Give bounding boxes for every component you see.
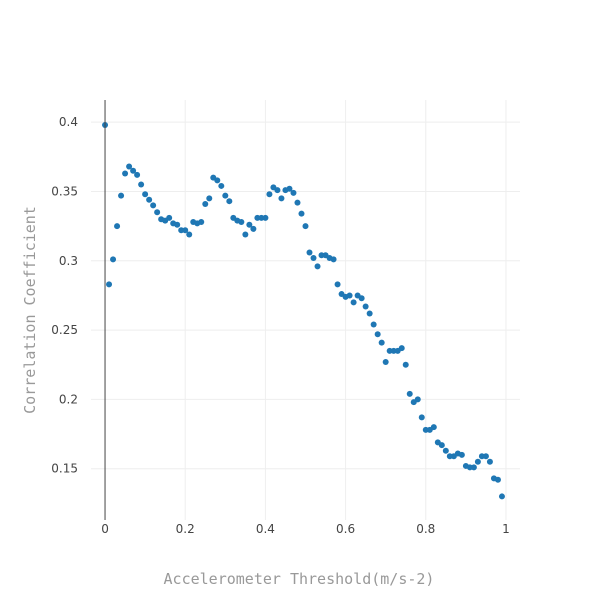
- data-point: [134, 171, 141, 178]
- data-points: [102, 121, 505, 500]
- data-point: [350, 299, 357, 306]
- data-point: [186, 231, 193, 238]
- data-point: [494, 476, 501, 483]
- y-tick-label: 0.4: [59, 115, 78, 129]
- y-tick-label: 0.35: [51, 184, 78, 198]
- data-point: [154, 209, 161, 216]
- data-point: [378, 339, 385, 346]
- data-point: [406, 390, 413, 397]
- data-point: [302, 223, 309, 230]
- data-point: [474, 458, 481, 465]
- data-point: [214, 177, 221, 184]
- data-point: [222, 192, 229, 199]
- x-tick-label: 0.4: [256, 522, 275, 536]
- data-point: [402, 361, 409, 368]
- data-point: [418, 414, 425, 421]
- y-axis-ticks: 0.15 0.2 0.25 0.3 0.35 0.4: [51, 115, 78, 476]
- data-point: [498, 493, 505, 500]
- data-point: [130, 167, 137, 174]
- data-point: [114, 223, 121, 230]
- x-tick-label: 0: [101, 522, 109, 536]
- data-point: [274, 187, 281, 194]
- x-tick-label: 0.2: [176, 522, 195, 536]
- data-point: [330, 256, 337, 263]
- data-point: [246, 221, 253, 228]
- data-point: [482, 453, 489, 460]
- data-point: [470, 464, 477, 471]
- data-point: [438, 442, 445, 449]
- data-point: [346, 292, 353, 299]
- data-point: [106, 281, 113, 288]
- y-tick-label: 0.25: [51, 323, 78, 337]
- data-point: [374, 331, 381, 338]
- data-point: [242, 231, 249, 238]
- data-point: [202, 200, 209, 207]
- data-point: [262, 214, 269, 221]
- data-point: [206, 195, 213, 202]
- data-point: [286, 185, 293, 192]
- x-axis-title: Accelerometer Threshold(m/s-2): [164, 570, 435, 588]
- data-point: [182, 227, 189, 234]
- data-point: [122, 170, 129, 177]
- y-axis-title: Correlation Coefficient: [21, 206, 39, 414]
- x-axis-ticks: 0 0.2 0.4 0.6 0.8 1: [101, 522, 510, 536]
- data-point: [310, 255, 317, 262]
- data-point: [298, 210, 305, 217]
- data-point: [366, 310, 373, 317]
- data-point: [266, 191, 273, 198]
- data-point: [334, 281, 341, 288]
- data-point: [362, 303, 369, 310]
- data-point: [198, 218, 205, 225]
- data-point: [398, 345, 405, 352]
- data-point: [458, 451, 465, 458]
- data-point: [126, 163, 133, 170]
- data-point: [314, 263, 321, 270]
- data-point: [146, 196, 153, 203]
- y-tick-label: 0.3: [59, 254, 78, 268]
- data-point: [142, 191, 149, 198]
- data-point: [278, 195, 285, 202]
- data-point: [294, 199, 301, 206]
- x-tick-label: 0.8: [416, 522, 435, 536]
- x-tick-label: 1: [502, 522, 510, 536]
- data-point: [174, 221, 181, 228]
- data-point: [218, 182, 225, 189]
- data-point: [166, 214, 173, 221]
- data-point: [382, 358, 389, 365]
- data-point: [358, 295, 365, 302]
- data-point: [138, 181, 145, 188]
- grid-lines: [91, 100, 520, 520]
- data-point: [414, 396, 421, 403]
- data-point: [290, 189, 297, 196]
- data-point: [250, 225, 257, 232]
- data-point: [118, 192, 125, 199]
- data-point: [226, 198, 233, 205]
- data-point: [110, 256, 117, 263]
- data-point: [442, 447, 449, 454]
- y-tick-label: 0.2: [59, 392, 78, 406]
- data-point: [150, 202, 157, 209]
- data-point: [238, 218, 245, 225]
- data-point: [486, 458, 493, 465]
- y-tick-label: 0.15: [51, 462, 78, 476]
- data-point: [430, 424, 437, 431]
- x-tick-label: 0.6: [336, 522, 355, 536]
- data-point: [370, 321, 377, 328]
- data-point: [306, 249, 313, 256]
